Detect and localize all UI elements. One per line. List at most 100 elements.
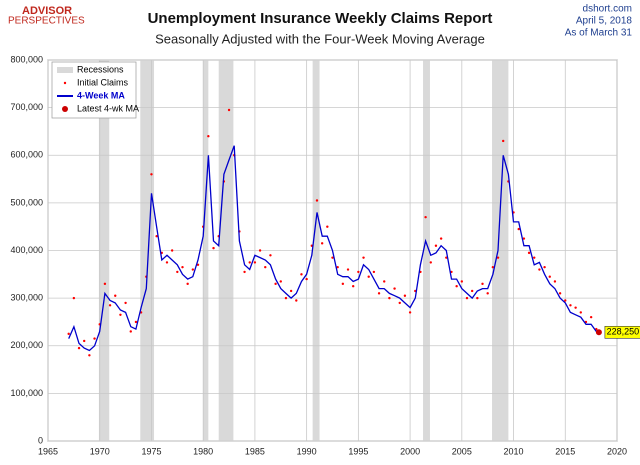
claims-dot	[124, 301, 127, 305]
claims-dot	[155, 235, 158, 238]
legend-label: Initial Claims	[77, 77, 129, 87]
claims-dot	[470, 289, 474, 293]
claims-dot	[264, 265, 267, 269]
x-tick-label: 2005	[452, 446, 472, 456]
x-tick-label: 1970	[90, 446, 110, 456]
claims-dot	[331, 256, 334, 259]
claims-dot	[176, 270, 179, 274]
x-tick-label: 2010	[504, 446, 524, 456]
claims-dot	[377, 292, 381, 295]
claims-dot	[346, 268, 350, 271]
claims-dot	[320, 242, 324, 245]
x-tick-label: 1995	[348, 446, 368, 456]
claims-dot	[393, 287, 396, 290]
claims-dot	[134, 320, 138, 324]
x-tick-label: 1965	[38, 446, 58, 456]
chart-subtitle: Seasonally Adjusted with the Four-Week M…	[155, 31, 485, 46]
claims-dot	[424, 215, 427, 219]
claims-dot	[388, 296, 391, 300]
claims-dot	[170, 249, 174, 252]
y-tick-label: 200,000	[10, 340, 43, 350]
claims-dot	[481, 282, 484, 286]
y-tick-label: 600,000	[10, 150, 43, 160]
claims-dot	[227, 108, 231, 112]
claims-dot	[274, 282, 277, 286]
chart-title: Unemployment Insurance Weekly Claims Rep…	[148, 10, 493, 27]
ma-line	[68, 145, 597, 352]
y-tick-label: 800,000	[10, 54, 43, 64]
as-of: As of March 31	[565, 28, 633, 39]
y-tick-label: 100,000	[10, 388, 43, 398]
claims-dot	[196, 263, 200, 266]
y-tick-label: 300,000	[10, 293, 43, 303]
claims-dot	[129, 330, 132, 333]
claims-dot	[357, 270, 360, 274]
claims-dot	[367, 275, 370, 278]
claims-dot	[300, 273, 303, 276]
claims-dot	[83, 339, 86, 343]
claims-dot	[243, 270, 246, 274]
x-tick-label: 1985	[245, 446, 265, 456]
claims-dot	[533, 256, 536, 259]
claims-dot	[336, 265, 339, 269]
claims-dot	[558, 292, 562, 295]
claims-dot	[248, 261, 251, 264]
claims-dot	[93, 337, 96, 340]
claims-dot	[253, 261, 257, 264]
date: April 5, 2018	[576, 16, 633, 27]
claims-dot	[326, 225, 329, 228]
claims-dot	[181, 265, 184, 269]
claims-dot	[574, 306, 577, 309]
claims-dot	[408, 311, 412, 314]
claims-dot	[579, 311, 582, 314]
claims-dot	[114, 294, 117, 297]
claims-dot	[103, 282, 107, 286]
claims-dot	[165, 261, 169, 264]
claims-dot	[522, 237, 526, 240]
latest-label-box	[604, 325, 640, 339]
claims-dot	[398, 301, 401, 305]
y-tick-label: 500,000	[10, 197, 43, 207]
claims-dot	[543, 265, 546, 269]
claims-dot	[434, 244, 438, 247]
legend: Recessions Initial Claims 4-Week MA Latest …	[51, 61, 139, 119]
x-tick-label: 1990	[297, 446, 317, 456]
x-tick-label: 1975	[141, 446, 161, 456]
x-tick-label: 2015	[555, 446, 575, 456]
claims-dot	[67, 332, 70, 336]
claims-dot	[439, 237, 443, 240]
claims-dot	[186, 282, 189, 286]
claims-dot	[589, 315, 593, 319]
claims-dot	[486, 292, 489, 295]
legend-swatch	[62, 106, 68, 112]
claims-dot	[289, 289, 293, 293]
claims-dot	[527, 251, 531, 255]
claims-dot	[548, 275, 551, 278]
claims-dot	[564, 299, 567, 302]
claims-dot	[403, 294, 407, 297]
claims-dot	[372, 270, 376, 274]
legend-swatch	[63, 81, 67, 85]
site: dshort.com	[583, 4, 632, 15]
x-tick-label: 2020	[607, 446, 627, 456]
claims-dot	[491, 265, 495, 269]
claims-dot	[258, 249, 262, 252]
latest-dot	[595, 329, 602, 336]
x-tick-label: 1980	[193, 446, 213, 456]
claims-dot	[460, 280, 464, 283]
legend-label: 4-Week MA	[77, 90, 125, 100]
y-tick-label: 0	[38, 435, 43, 445]
claims-dot	[341, 282, 345, 286]
claims-dot	[108, 304, 112, 307]
claims-dot	[569, 304, 572, 307]
x-tick-label: 2000	[400, 446, 420, 456]
claims-dot	[502, 139, 505, 143]
legend-label: Recessions	[77, 64, 124, 74]
claims-dot	[279, 280, 282, 283]
claims-dot	[362, 256, 365, 259]
logo-top: ADVISOR	[22, 5, 72, 17]
claims-dot	[119, 313, 122, 316]
claims-dot	[72, 296, 76, 300]
claims-dot	[476, 296, 479, 300]
